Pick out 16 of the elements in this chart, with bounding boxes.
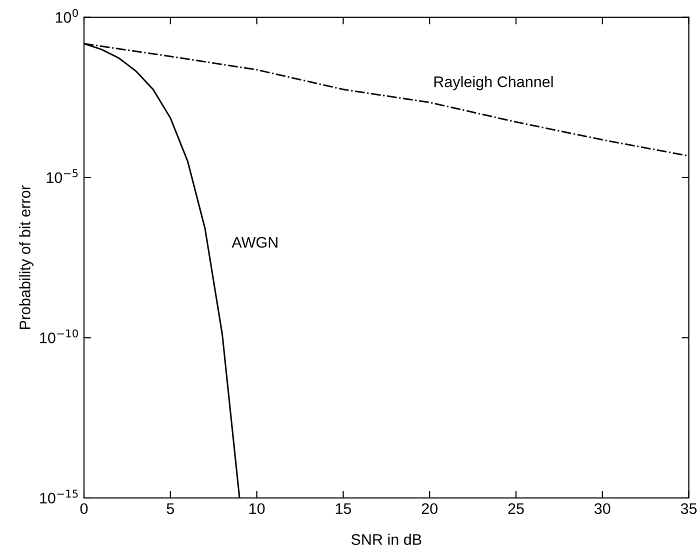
x-tick-label: 0 — [80, 503, 88, 514]
x-tick-label: 25 — [508, 503, 524, 514]
y-axis-title: Probability of bit error — [19, 185, 34, 329]
series-label: AWGN — [232, 236, 278, 248]
x-tick-label: 20 — [422, 503, 438, 514]
x-tick-label: 30 — [594, 503, 610, 514]
y-tick-label: 10$^{−5}$ — [46, 169, 78, 184]
x-tick-label: 15 — [336, 503, 352, 514]
y-tick-label: 10$^{−15}$ — [40, 490, 78, 504]
x-tick-label: 10 — [249, 503, 265, 514]
series-label: Rayleigh Channel — [434, 76, 553, 90]
y-tick-label: 10$^{−10}$ — [40, 329, 78, 344]
x-tick-label: 35 — [680, 503, 697, 514]
x-tick-label: 5 — [166, 503, 174, 514]
x-axis-title: SNR in dB — [351, 534, 422, 545]
y-tick-label: 10$^{0}$ — [56, 8, 78, 23]
